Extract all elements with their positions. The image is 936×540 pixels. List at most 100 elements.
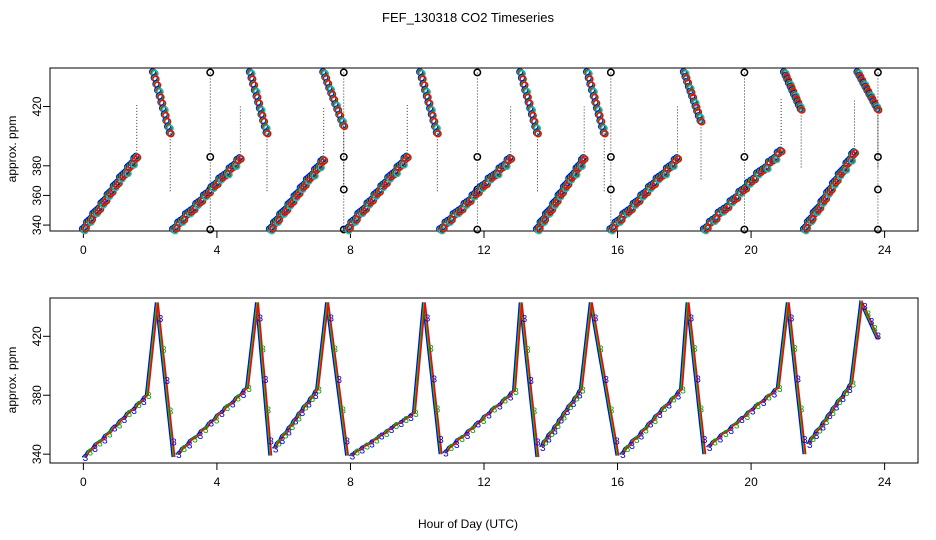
point-label: 3 — [112, 424, 118, 435]
data-point — [798, 106, 806, 114]
point-label: 3 — [293, 416, 299, 427]
series-line — [351, 302, 443, 457]
point-label: 3 — [728, 426, 734, 437]
point-label: 3 — [171, 438, 177, 449]
point-label: 3 — [332, 344, 338, 355]
point-label: 3 — [671, 395, 677, 406]
point-label: 3 — [562, 413, 568, 424]
point-label: 3 — [364, 441, 370, 452]
point-label: 3 — [875, 332, 881, 343]
point-label: 3 — [449, 443, 455, 454]
point-label: 3 — [799, 405, 805, 416]
data-point — [687, 84, 695, 93]
point-label: 3 — [241, 390, 247, 401]
point-label: 3 — [122, 415, 128, 426]
reference-point — [206, 225, 215, 234]
point-label: 3 — [862, 302, 868, 313]
reference-point — [873, 225, 882, 234]
data-point — [339, 117, 348, 126]
point-label: 3 — [208, 419, 214, 430]
point-label: 3 — [340, 406, 346, 417]
y-tick-label: 340 — [30, 215, 44, 235]
plot-frame — [49, 67, 919, 232]
x-tick-label: 16 — [611, 243, 625, 257]
data-point — [534, 130, 542, 138]
point-label: 3 — [844, 388, 850, 399]
point-label: 3 — [666, 401, 672, 412]
reference-point — [873, 152, 882, 161]
y-axis-title-top: approx. ppm — [5, 116, 19, 183]
series-line — [274, 302, 350, 456]
point-label: 3 — [92, 444, 98, 455]
point-label: 3 — [131, 406, 137, 417]
point-label: 3 — [158, 314, 164, 325]
point-label: 3 — [834, 402, 840, 413]
data-point — [340, 122, 349, 131]
x-tick-label: 16 — [611, 475, 625, 489]
point-label: 3 — [431, 374, 437, 385]
point-label: 3 — [369, 439, 375, 450]
y-tick-label: 380 — [30, 385, 44, 405]
point-label: 3 — [492, 405, 498, 416]
point-label: 3 — [476, 419, 482, 430]
point-label: 3 — [374, 435, 380, 446]
point-label: 3 — [795, 374, 801, 385]
point-label: 3 — [699, 405, 705, 416]
point-label: 3 — [481, 416, 487, 427]
data-point — [674, 155, 683, 163]
point-label: 3 — [549, 429, 555, 440]
y-tick-label: 340 — [30, 444, 44, 464]
point-label: 3 — [303, 402, 309, 413]
point-label: 3 — [428, 344, 434, 355]
point-label: 3 — [648, 419, 654, 430]
reference-point — [473, 68, 482, 77]
point-label: 3 — [840, 394, 846, 405]
point-label: 3 — [695, 374, 701, 385]
point-label: 3 — [755, 401, 761, 412]
x-tick-label: 0 — [80, 243, 87, 257]
point-label: 3 — [263, 375, 269, 386]
y-axis-title-bottom: approx. ppm — [5, 347, 19, 414]
data-point — [698, 118, 706, 126]
point-label: 3 — [425, 314, 431, 325]
x-tick-label: 24 — [878, 243, 892, 257]
reference-point — [606, 68, 615, 77]
x-tick-label: 8 — [347, 243, 354, 257]
point-label: 3 — [443, 449, 449, 460]
data-point — [692, 99, 700, 107]
point-label: 3 — [568, 402, 574, 413]
point-label: 3 — [734, 420, 740, 431]
point-label: 3 — [403, 415, 409, 426]
series-line — [807, 299, 879, 445]
point-label: 3 — [546, 435, 552, 446]
series-line — [442, 302, 537, 458]
reference-point — [740, 225, 749, 234]
x-tick-label: 0 — [80, 475, 87, 489]
point-label: 3 — [290, 422, 296, 433]
point-label: 3 — [296, 413, 302, 424]
point-label: 3 — [306, 399, 312, 410]
point-label: 3 — [268, 436, 274, 447]
point-label: 3 — [230, 400, 236, 411]
data-point — [682, 69, 690, 78]
point-label: 3 — [435, 405, 441, 416]
point-label: 3 — [620, 450, 626, 461]
x-tick-label: 4 — [214, 243, 221, 257]
point-label: 3 — [643, 425, 649, 436]
series-line — [444, 302, 540, 458]
x-tick-label: 12 — [477, 475, 491, 489]
point-label: 3 — [280, 436, 286, 447]
point-label: 3 — [603, 375, 609, 386]
point-label: 3 — [310, 394, 316, 405]
point-label: 3 — [203, 425, 209, 436]
data-point — [507, 155, 516, 163]
point-label: 3 — [629, 441, 635, 452]
point-label: 3 — [814, 431, 820, 442]
point-label: 3 — [792, 344, 798, 355]
point-label: 3 — [802, 435, 808, 446]
point-label: 3 — [141, 397, 147, 408]
reference-point — [206, 68, 215, 77]
point-label: 3 — [502, 396, 508, 407]
point-label: 3 — [161, 345, 167, 356]
